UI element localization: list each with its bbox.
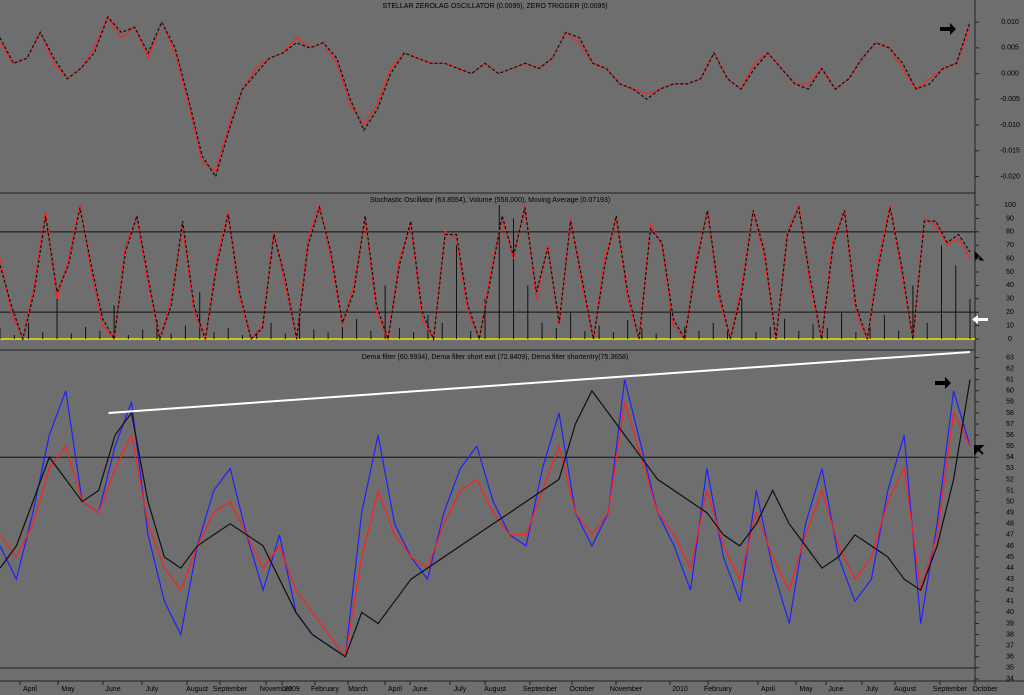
- x-tick-label: July: [866, 686, 879, 693]
- y-tick-label: 59: [1006, 399, 1014, 406]
- y-tick-label: 0.010: [1001, 19, 1019, 26]
- y-tick-label: 50: [1006, 498, 1014, 505]
- x-tick-label: October: [973, 686, 999, 693]
- y-tick-label: 50: [1006, 269, 1014, 276]
- series-line: [0, 401, 971, 659]
- y-tick-label: 56: [1006, 432, 1014, 439]
- x-tick-label: July: [146, 686, 159, 693]
- y-tick-label: 0.005: [1001, 45, 1019, 52]
- x-tick-label: 2009: [284, 686, 300, 693]
- y-tick-label: 36: [1006, 654, 1014, 661]
- x-tick-label: April: [761, 686, 775, 693]
- x-tick-label: May: [799, 686, 813, 693]
- x-tick-label: July: [454, 686, 467, 693]
- x-tick-label: September: [523, 686, 558, 693]
- y-tick-label: 48: [1006, 521, 1014, 528]
- y-tick-label: -0.005: [1000, 96, 1020, 103]
- trendline: [108, 351, 971, 414]
- panel-title: Dema filter (60.9934), Dema filter short…: [362, 354, 629, 361]
- x-tick-label: August: [484, 686, 506, 693]
- x-tick-label: April: [23, 686, 37, 693]
- x-tick-label: February: [311, 686, 340, 693]
- y-tick-label: 46: [1006, 543, 1014, 550]
- y-tick-label: 60: [1006, 255, 1014, 262]
- y-tick-label: 53: [1006, 465, 1014, 472]
- x-tick-label: May: [61, 686, 75, 693]
- y-tick-label: 90: [1006, 215, 1014, 222]
- y-tick-label: 39: [1006, 620, 1014, 627]
- y-tick-label: -0.015: [1000, 148, 1020, 155]
- x-tick-label: June: [412, 686, 427, 693]
- series-line: [0, 205, 971, 342]
- series-line: [0, 379, 971, 658]
- y-tick-label: 41: [1006, 598, 1014, 605]
- x-tick-label: September: [933, 686, 968, 693]
- x-tick-label: October: [570, 686, 596, 693]
- y-tick-label: 45: [1006, 554, 1014, 561]
- y-tick-label: 20: [1006, 309, 1014, 316]
- panel-title: STELLAR ZEROLAG OSCILLATOR (0.0095), ZER…: [382, 3, 607, 10]
- y-tick-label: 57: [1006, 421, 1014, 428]
- y-tick-label: 61: [1006, 377, 1014, 384]
- y-tick-label: 40: [1006, 609, 1014, 616]
- y-tick-label: 62: [1006, 365, 1014, 372]
- x-tick-label: September: [213, 686, 248, 693]
- y-tick-label: 55: [1006, 443, 1014, 450]
- arrow-icon: [935, 377, 951, 389]
- y-tick-label: 54: [1006, 454, 1014, 461]
- y-tick-label: -0.020: [1000, 173, 1020, 180]
- x-tick-label: November: [260, 686, 293, 693]
- y-tick-label: 0: [1008, 336, 1012, 343]
- y-tick-label: 38: [1006, 631, 1014, 638]
- series-line: [0, 15, 971, 179]
- x-tick-label: November: [610, 686, 643, 693]
- y-tick-label: -0.010: [1000, 122, 1020, 129]
- y-tick-label: 70: [1006, 242, 1014, 249]
- y-tick-label: 60: [1006, 388, 1014, 395]
- y-tick-label: 0.000: [1001, 70, 1019, 77]
- y-tick-label: 10: [1006, 322, 1014, 329]
- x-tick-label: February: [704, 686, 733, 693]
- arrow-icon: [940, 23, 956, 35]
- x-tick-label: June: [105, 686, 120, 693]
- y-tick-label: 47: [1006, 532, 1014, 539]
- y-tick-label: 51: [1006, 487, 1014, 494]
- panel-title: Stochastic Oscillator (63.8554), Volume …: [370, 197, 610, 204]
- y-tick-label: 52: [1006, 476, 1014, 483]
- arrow-icon: [972, 315, 988, 324]
- y-tick-label: 30: [1006, 296, 1014, 303]
- y-tick-label: 80: [1006, 229, 1014, 236]
- y-tick-label: 40: [1006, 282, 1014, 289]
- x-tick-label: March: [348, 686, 368, 693]
- y-tick-label: 100: [1004, 202, 1016, 209]
- x-tick-label: 2010: [672, 686, 688, 693]
- y-tick-label: 42: [1006, 587, 1014, 594]
- y-tick-label: 58: [1006, 410, 1014, 417]
- y-tick-label: 44: [1006, 565, 1014, 572]
- y-tick-label: 37: [1006, 642, 1014, 649]
- x-tick-label: April: [388, 686, 402, 693]
- y-tick-label: 49: [1006, 510, 1014, 517]
- y-tick-label: 35: [1006, 665, 1014, 672]
- x-tick-label: August: [186, 686, 208, 693]
- series-line: [0, 379, 971, 658]
- x-tick-label: August: [894, 686, 916, 693]
- x-tick-label: June: [828, 686, 843, 693]
- y-tick-label: 34: [1006, 676, 1014, 683]
- y-tick-label: 63: [1006, 354, 1014, 361]
- y-tick-label: 43: [1006, 576, 1014, 583]
